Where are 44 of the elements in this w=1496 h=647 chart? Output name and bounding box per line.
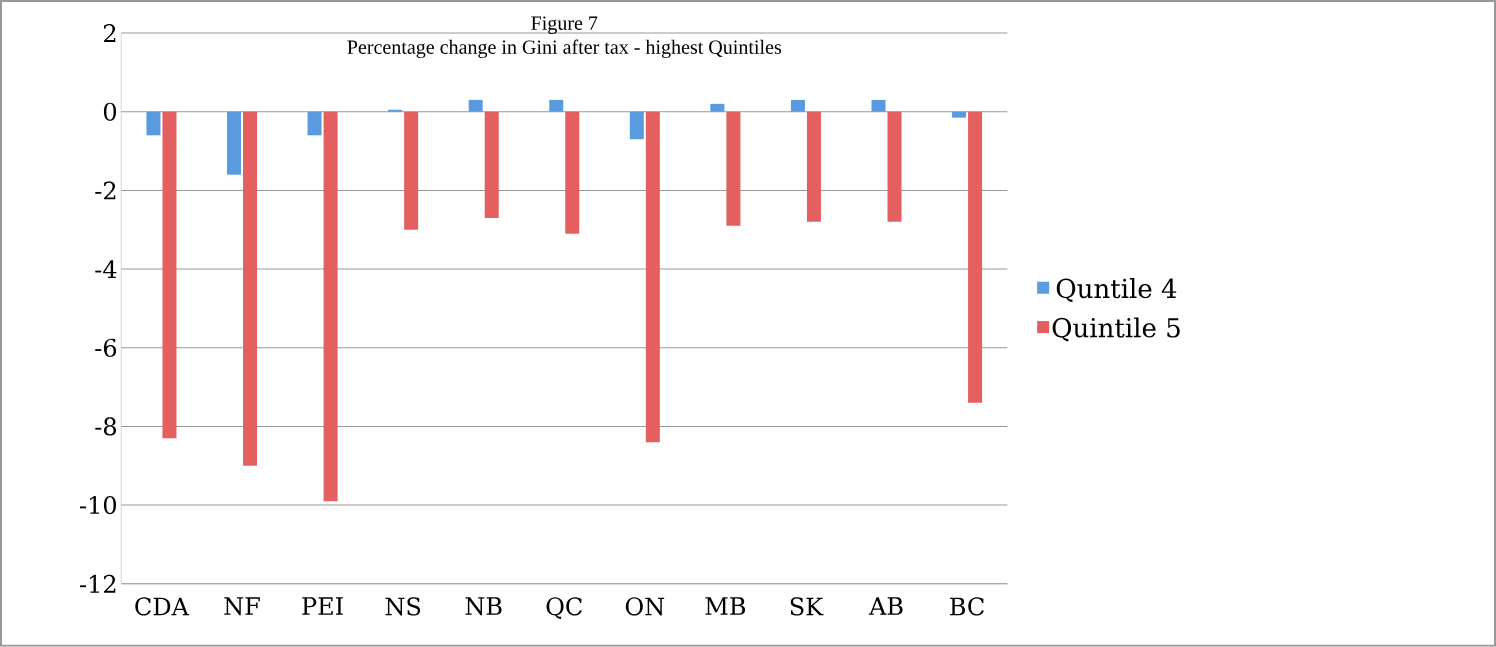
bar [484,111,499,218]
y-tick-label: -12 [79,574,116,593]
y-tick-label: -10 [79,496,117,515]
x-tick-label: NF [224,597,260,616]
bar [468,99,483,112]
chart-title: Figure 7 [531,16,598,35]
bar [790,99,805,112]
bar [307,111,322,136]
legend-label: Quintile 5 [1052,317,1180,342]
x-tick-label: MB [705,597,746,615]
bar [629,111,644,140]
x-tick-label: BC [950,597,984,616]
x-tick-label: SK [790,597,824,616]
bar [645,111,660,443]
y-tick-label: -8 [95,417,117,436]
x-tick-label: ON [625,597,665,616]
bar [952,111,967,118]
bar [968,111,983,403]
y-tick-label: -6 [95,338,117,357]
bar [323,111,338,502]
chart-subtitle: Percentage change in Gini after tax - highest Quintiles [347,39,782,59]
bar [871,99,886,112]
bar [806,111,821,222]
bar [162,111,177,439]
bar [146,111,161,136]
bar [243,111,258,466]
x-tick-label: AB [868,597,903,615]
x-tick-label: QC [546,597,582,620]
x-tick-label: CDA [135,597,190,616]
y-tick-label: -4 [95,260,117,279]
bar [887,111,902,222]
x-tick-label: PEI [302,597,343,615]
bar [710,103,725,112]
bar [549,99,564,112]
x-tick-label: NB [465,597,502,616]
x-tick-label: NS [385,597,421,616]
y-tick-label: 2 [103,24,116,43]
legend-label: Quntile 4 [1056,278,1177,303]
y-tick-label: 0 [103,102,117,121]
bar [565,111,580,234]
bar [726,111,741,226]
bar [404,111,419,230]
y-tick-label: -2 [95,181,116,200]
bar [226,111,242,175]
